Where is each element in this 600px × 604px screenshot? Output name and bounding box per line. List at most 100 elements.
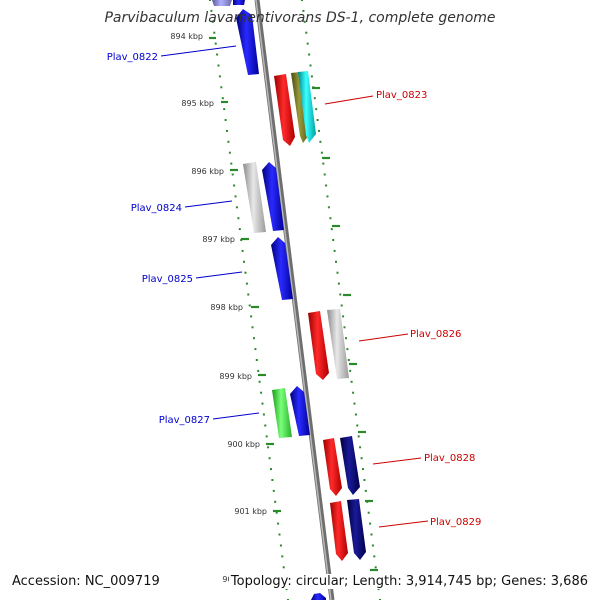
ruler-dot xyxy=(241,249,244,252)
ruler-dot xyxy=(337,282,340,285)
ruler-dot xyxy=(250,315,253,318)
ruler-tick-895: 895 kbp xyxy=(181,99,228,108)
ruler-dot xyxy=(228,151,231,154)
ruler-dot xyxy=(306,42,309,45)
ruler-dot xyxy=(333,249,336,252)
ruler-dot xyxy=(332,239,335,241)
label-plav-0826[interactable]: Plav_0826 xyxy=(410,329,461,340)
ruler-dot xyxy=(364,489,367,492)
ruler-dot xyxy=(281,555,284,558)
ruler-label: 894 kbp xyxy=(170,32,203,41)
ruler-dot xyxy=(262,413,265,416)
ruler-dot xyxy=(359,446,362,449)
ruler-dot xyxy=(353,402,356,405)
label-plav-0827[interactable]: Plav_0827 xyxy=(159,415,210,426)
ruler-dot xyxy=(270,468,272,471)
gene-feature-navy[interactable] xyxy=(340,436,360,495)
ruler-dot xyxy=(209,0,211,1)
ruler-dot xyxy=(264,424,267,427)
label-plav-0829[interactable]: Plav_0829 xyxy=(430,517,481,528)
ruler-dot xyxy=(327,206,330,209)
ruler-dot xyxy=(243,260,245,263)
ruler-dot xyxy=(362,468,364,471)
ruler-dot xyxy=(302,9,305,12)
ruler-tick-898: 898 kbp xyxy=(210,303,259,312)
ruler-dot xyxy=(342,315,345,318)
ruler-dot xyxy=(216,53,219,56)
ruler-dot xyxy=(323,173,326,176)
ruler-dot xyxy=(347,359,350,361)
ruler-dot xyxy=(247,293,250,296)
ruler-dot xyxy=(363,479,366,481)
ruler-dot xyxy=(223,108,226,111)
label-plav-0822[interactable]: Plav_0822 xyxy=(107,52,158,63)
ruler-tick-897: 897 kbp xyxy=(202,235,249,244)
ruler-dot xyxy=(310,75,313,78)
ruler-dot xyxy=(271,479,274,481)
ruler-dot xyxy=(214,42,217,45)
gene-feature-partial[interactable] xyxy=(233,0,245,5)
ruler-dot xyxy=(335,260,337,263)
ruler-dot xyxy=(257,369,260,372)
ruler-dot xyxy=(374,566,377,569)
ruler-dot xyxy=(251,326,254,329)
ruler-tick-896: 896 kbp xyxy=(191,167,238,176)
ruler-dot xyxy=(279,544,282,547)
gene-plav-0823[interactable] xyxy=(274,74,295,146)
gene-features[interactable] xyxy=(212,0,366,600)
genome-backbone xyxy=(254,0,335,601)
ruler-dot xyxy=(217,64,220,67)
gene-plav-0822[interactable] xyxy=(236,9,259,75)
gene-feature-partial[interactable] xyxy=(311,593,326,600)
ruler-dot xyxy=(340,304,343,307)
label-plav-0828[interactable]: Plav_0828 xyxy=(424,453,475,464)
gene-feature-navy[interactable] xyxy=(347,499,366,560)
ruler-dot xyxy=(325,184,328,187)
label-plav-0825[interactable]: Plav_0825 xyxy=(142,274,193,285)
ruler-dot xyxy=(230,162,233,165)
gene-feature-gray[interactable] xyxy=(327,309,349,379)
gene-plav-0826[interactable] xyxy=(308,311,329,380)
ruler-dot xyxy=(253,337,255,340)
gene-feature-partial[interactable] xyxy=(212,0,232,6)
gene-plav-0825[interactable] xyxy=(271,237,293,300)
ruler-dot xyxy=(329,217,332,220)
ruler-dot xyxy=(319,140,322,143)
ruler-dot xyxy=(226,129,228,132)
ruler-dot xyxy=(234,195,237,198)
ruler-dot xyxy=(211,20,214,23)
ruler-dot xyxy=(305,31,308,34)
ruler-dot xyxy=(315,108,318,111)
gene-plav-0828[interactable] xyxy=(323,438,342,496)
label-plav-0824[interactable]: Plav_0824 xyxy=(131,203,182,214)
ruler-tick-894: 894 kbp xyxy=(170,32,216,41)
ruler-label: 898 kbp xyxy=(210,303,243,312)
ruler-dot xyxy=(373,555,376,558)
label-plav-0823[interactable]: Plav_0823 xyxy=(376,90,427,101)
gene-plav-0824[interactable] xyxy=(262,162,284,231)
ruler-dot xyxy=(349,369,352,372)
ruler-dot xyxy=(255,359,258,361)
gene-feature-olive[interactable] xyxy=(291,72,309,143)
gene-feature-gray[interactable] xyxy=(243,162,266,233)
ruler-dot xyxy=(265,435,268,438)
accession-text: Accession: NC_009719 xyxy=(10,574,162,589)
ruler-dot xyxy=(377,588,380,591)
ruler-label: 897 kbp xyxy=(202,235,235,244)
ruler-tick-901: 901 kbp xyxy=(234,507,281,516)
ruler-dot xyxy=(258,380,261,383)
ruler-dot xyxy=(254,348,257,351)
ruler-dot xyxy=(357,435,360,438)
ruler-dot xyxy=(370,533,373,536)
ruler-dot xyxy=(309,64,312,67)
ruler-dots xyxy=(209,0,381,601)
ruler-dot xyxy=(221,97,224,100)
gene-plav-0827[interactable] xyxy=(290,386,310,436)
ruler-dot xyxy=(218,75,221,78)
gene-feature-cyan[interactable] xyxy=(298,71,316,143)
ruler-label: 895 kbp xyxy=(181,99,214,108)
gene-feature-green[interactable] xyxy=(272,388,292,438)
gene-plav-0829[interactable] xyxy=(330,501,348,561)
